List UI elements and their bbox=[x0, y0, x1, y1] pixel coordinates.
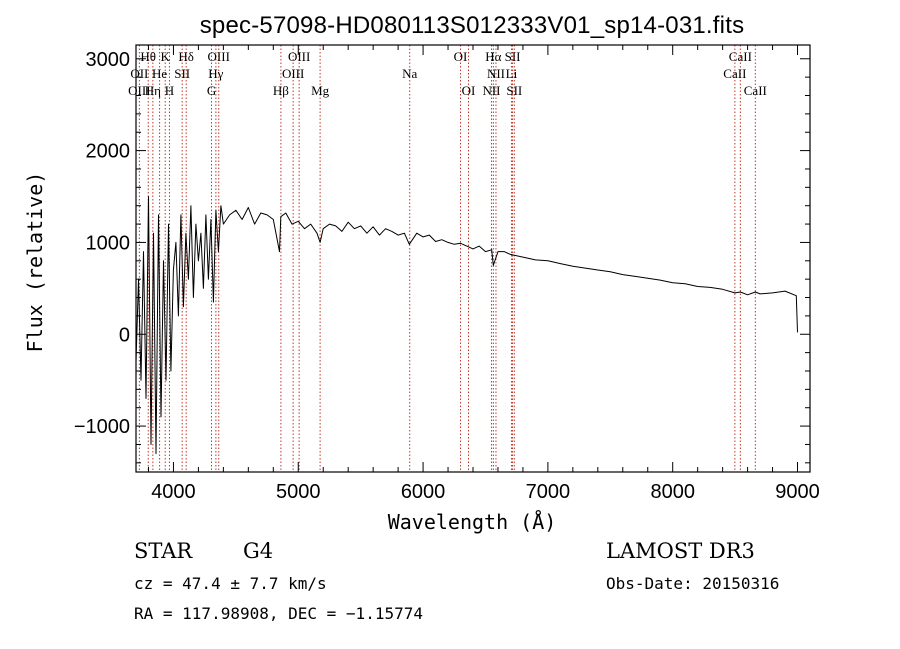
coordinates: RA = 117.98908, DEC = −1.15774 bbox=[134, 604, 423, 623]
spectral-line-label: OIII bbox=[128, 83, 150, 98]
spectral-line-label: CaII bbox=[729, 49, 752, 64]
y-tick-label: 3000 bbox=[86, 49, 131, 71]
object-class: STAR bbox=[134, 539, 193, 563]
x-tick-label: 6000 bbox=[401, 481, 446, 503]
spectral-line-label: Na bbox=[402, 66, 417, 81]
chart-title: spec-57098-HD080113S012333V01_sp14-031.f… bbox=[200, 12, 745, 39]
spectral-line-label: OIII bbox=[282, 66, 304, 81]
x-tick-label: 8000 bbox=[650, 481, 695, 503]
spectral-line-label: Mg bbox=[311, 83, 330, 98]
spectral-line-label: OIII bbox=[208, 49, 230, 64]
y-tick-label: −1000 bbox=[74, 416, 130, 438]
x-axis-label: Wavelength (Å) bbox=[388, 510, 557, 534]
y-axis-label: Flux (relative) bbox=[23, 172, 47, 353]
spectral-line-label: He bbox=[152, 66, 167, 81]
spectral-line-label: SII bbox=[174, 66, 190, 81]
spectral-line-label: H bbox=[165, 83, 174, 98]
plot-axes: 4000 5000 6000 7000 8000 9000 −1000 0 1000 2000 30… bbox=[74, 44, 820, 503]
object-subclass: G4 bbox=[243, 539, 274, 563]
spectral-line-label: OI bbox=[462, 83, 476, 98]
spectral-line-label: CaII bbox=[723, 66, 746, 81]
x-tick-label: 7000 bbox=[526, 481, 571, 503]
spectral-line-label: G bbox=[207, 83, 216, 98]
spectrum-line bbox=[135, 196, 798, 455]
survey-name: LAMOST DR3 bbox=[606, 539, 755, 563]
observation-date: Obs-Date: 20150316 bbox=[606, 574, 780, 593]
spectral-line-label: NII bbox=[482, 83, 500, 98]
spectral-line-label: CaII bbox=[744, 83, 767, 98]
spectral-line-label: Hγ bbox=[208, 66, 223, 81]
spectral-line-label: OIII bbox=[288, 49, 310, 64]
spectral-line-label: Hθ bbox=[140, 49, 156, 64]
spectral-line-label: K bbox=[161, 49, 171, 64]
y-tick-label: 2000 bbox=[86, 141, 131, 163]
y-tick-label: 0 bbox=[119, 324, 130, 346]
spectral-line-label: Hβ bbox=[273, 83, 289, 98]
spectral-line-label: NII bbox=[487, 66, 505, 81]
x-tick-label: 5000 bbox=[276, 481, 321, 503]
spectrum-series bbox=[135, 196, 798, 455]
spectral-line-label: Hη bbox=[145, 83, 161, 98]
spectral-line-label: Li bbox=[506, 66, 518, 81]
spectral-line-label: Hδ bbox=[178, 49, 194, 64]
y-tick-label: 1000 bbox=[86, 232, 131, 254]
redshift-cz: cz = 47.4 ± 7.7 km/s bbox=[134, 574, 327, 593]
spectral-line-label: OI bbox=[454, 49, 468, 64]
spectral-line-label: Hα bbox=[485, 49, 501, 64]
spectral-line-label: SII bbox=[505, 49, 521, 64]
plot-frame bbox=[135, 44, 811, 473]
x-tick-label: 4000 bbox=[151, 481, 196, 503]
x-tick-label: 9000 bbox=[775, 481, 820, 503]
spectral-line-label: SII bbox=[506, 83, 522, 98]
spectral-line-markers bbox=[138, 45, 756, 472]
spectral-line-label: OII bbox=[130, 66, 148, 81]
